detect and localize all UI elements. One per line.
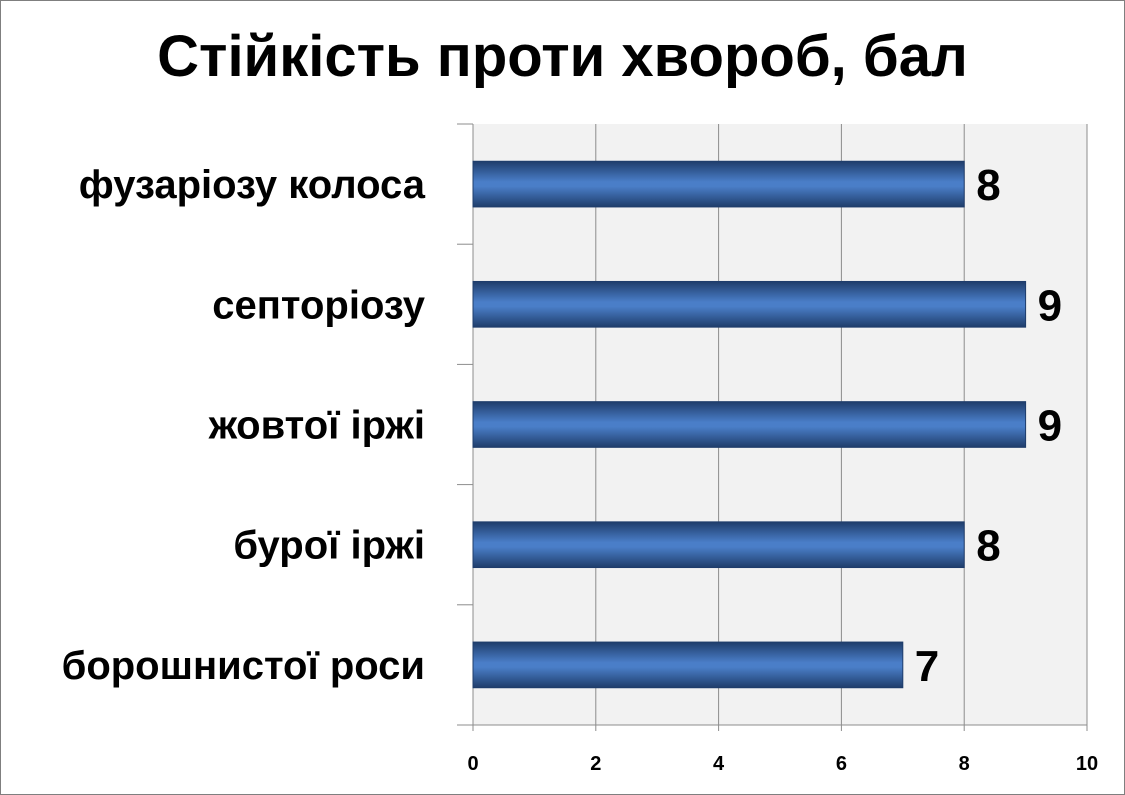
category-label: бурої іржі	[233, 524, 425, 568]
x-tick-label: 2	[590, 753, 601, 775]
x-tick-label: 6	[836, 753, 847, 775]
chart-title: Стійкість проти хвороб, бал	[157, 24, 968, 89]
data-label: 8	[976, 522, 1000, 571]
category-label: септоріозу	[212, 283, 425, 327]
x-tick-label: 0	[467, 753, 478, 775]
x-tick-label: 10	[1076, 753, 1098, 775]
category-label: жовтої іржі	[208, 404, 425, 448]
bar	[472, 521, 965, 569]
data-label: 7	[915, 642, 939, 691]
data-label: 9	[1038, 281, 1062, 330]
bar	[472, 280, 1027, 328]
bar	[472, 401, 1027, 448]
category-label: борошнистої роси	[62, 644, 425, 688]
x-tick-label: 8	[959, 753, 970, 775]
bar	[472, 641, 904, 689]
x-tick-label: 4	[713, 753, 725, 775]
bar	[472, 160, 965, 208]
data-label: 8	[976, 161, 1000, 210]
data-label: 9	[1038, 402, 1062, 451]
category-label: фузаріозу колоса	[79, 163, 426, 207]
